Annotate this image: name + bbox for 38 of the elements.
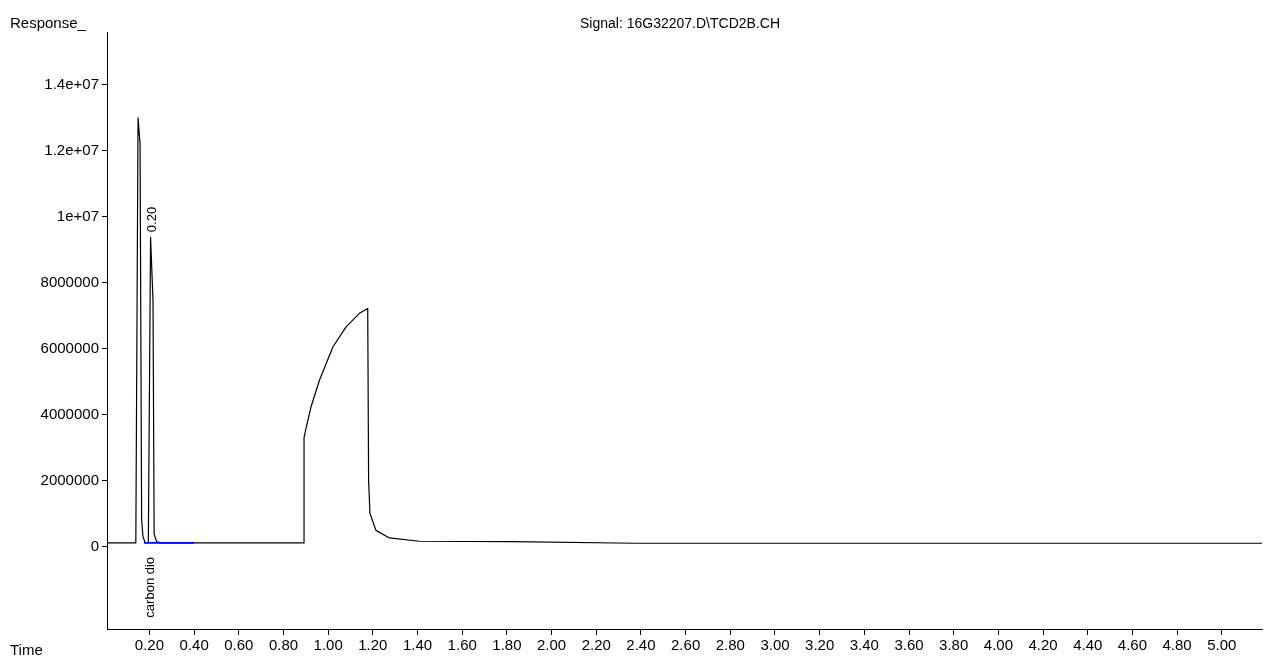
x-tick-label: 5.00 <box>1207 636 1237 654</box>
y-tick-label: 2000000 <box>40 470 99 488</box>
x-tick-label: 1.00 <box>313 636 343 654</box>
x-tick-label: 2.00 <box>536 636 567 654</box>
x-tick-label: 4.40 <box>1073 636 1103 654</box>
x-tick-label: 0.80 <box>268 636 299 654</box>
x-tick-label: 1.60 <box>447 636 477 654</box>
chart-title: Signal: 16G32207.D\TCD2B.CH <box>580 15 780 31</box>
annotation: carbon dio <box>142 556 158 618</box>
x-tick-label: 4.80 <box>1162 636 1192 654</box>
annotation: 0.20 <box>143 206 159 233</box>
x-tick-label: 0.40 <box>179 636 209 654</box>
y-tick-label: 6000000 <box>40 338 99 356</box>
x-tick-label: 3.80 <box>939 636 969 654</box>
x-tick-label: 4.60 <box>1117 636 1148 654</box>
x-tick-label: 0.20 <box>134 636 165 654</box>
x-tick-label: 3.20 <box>805 636 835 654</box>
y-tick-label: 1e+07 <box>56 206 99 224</box>
y-tick-label: 0 <box>90 536 99 554</box>
y-tick-label: 8000000 <box>40 272 99 290</box>
x-tick-label: 4.00 <box>983 636 1013 654</box>
y-tick-label: 1.4e+07 <box>44 74 99 92</box>
x-tick-label: 2.60 <box>671 636 701 654</box>
x-tick-label: 4.20 <box>1028 636 1058 654</box>
x-tick-label: 1.20 <box>358 636 388 654</box>
y-tick-label: 4000000 <box>40 404 99 422</box>
y-tick-label: 1.2e+07 <box>44 140 99 158</box>
x-tick-label: 3.40 <box>849 636 879 654</box>
x-axis-title: Time <box>10 641 43 658</box>
x-tick-label: 2.40 <box>626 636 656 654</box>
x-tick-label: 2.80 <box>715 636 745 654</box>
x-tick-label: 2.20 <box>581 636 611 654</box>
x-tick-label: 1.40 <box>402 636 433 654</box>
x-tick-label: 0.60 <box>224 636 254 654</box>
x-tick-label: 3.60 <box>894 636 924 654</box>
x-tick-label: 3.00 <box>760 636 790 654</box>
y-axis-title: Response_ <box>10 14 87 31</box>
x-tick-label: 1.80 <box>492 636 522 654</box>
